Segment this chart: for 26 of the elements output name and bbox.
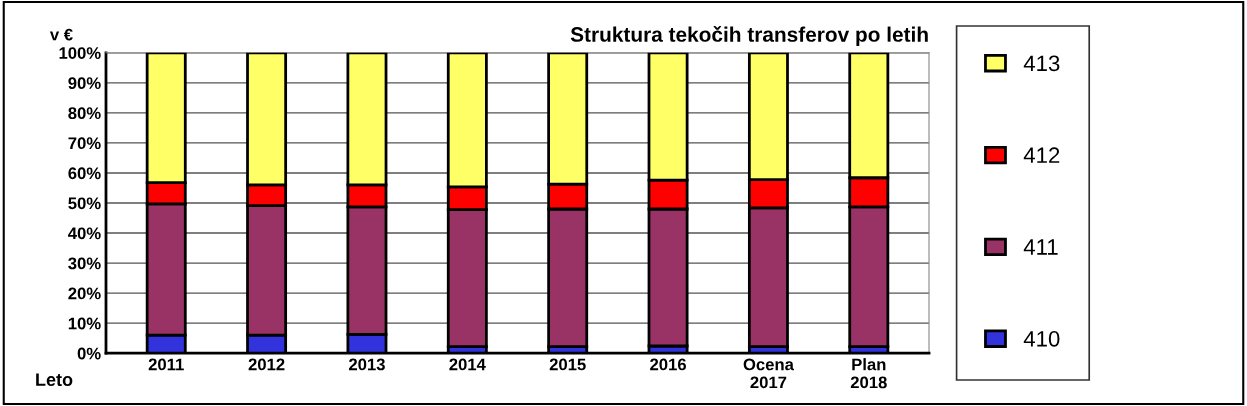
x-tick-label: 2016	[650, 358, 686, 371]
x-tick-label: 2015	[549, 358, 586, 371]
legend-label: 413	[1023, 55, 1060, 72]
chart-title: Struktura tekočih transferov po letih	[570, 26, 928, 46]
y-axis-title: v €	[49, 28, 73, 41]
y-tick-label: 100%	[59, 47, 101, 59]
y-tick-label: 70%	[68, 137, 101, 150]
y-tick-label: 40%	[68, 227, 101, 240]
legend-label: 410	[1023, 330, 1060, 347]
x-tick-label: 2011	[148, 358, 184, 371]
legend-label: 411	[1023, 239, 1058, 255]
y-tick-label: 30%	[68, 257, 101, 270]
y-tick-label: 20%	[68, 287, 101, 300]
x-tick-label: Plan 2018	[850, 358, 887, 389]
y-tick-label: 50%	[68, 197, 101, 210]
x-tick-label: 2014	[449, 358, 486, 371]
x-axis-title: Leto	[36, 373, 73, 387]
legend-label: 412	[1023, 147, 1060, 163]
y-tick-label: 60%	[68, 167, 101, 180]
x-tick-label: Ocena 2017	[743, 358, 795, 389]
y-tick-label: 80%	[68, 107, 101, 120]
x-tick-label: 2012	[248, 358, 285, 371]
y-tick-label: 90%	[68, 77, 101, 90]
y-tick-label: 10%	[68, 317, 101, 330]
x-tick-label: 2013	[348, 358, 385, 371]
y-tick-label: 0%	[77, 347, 101, 360]
